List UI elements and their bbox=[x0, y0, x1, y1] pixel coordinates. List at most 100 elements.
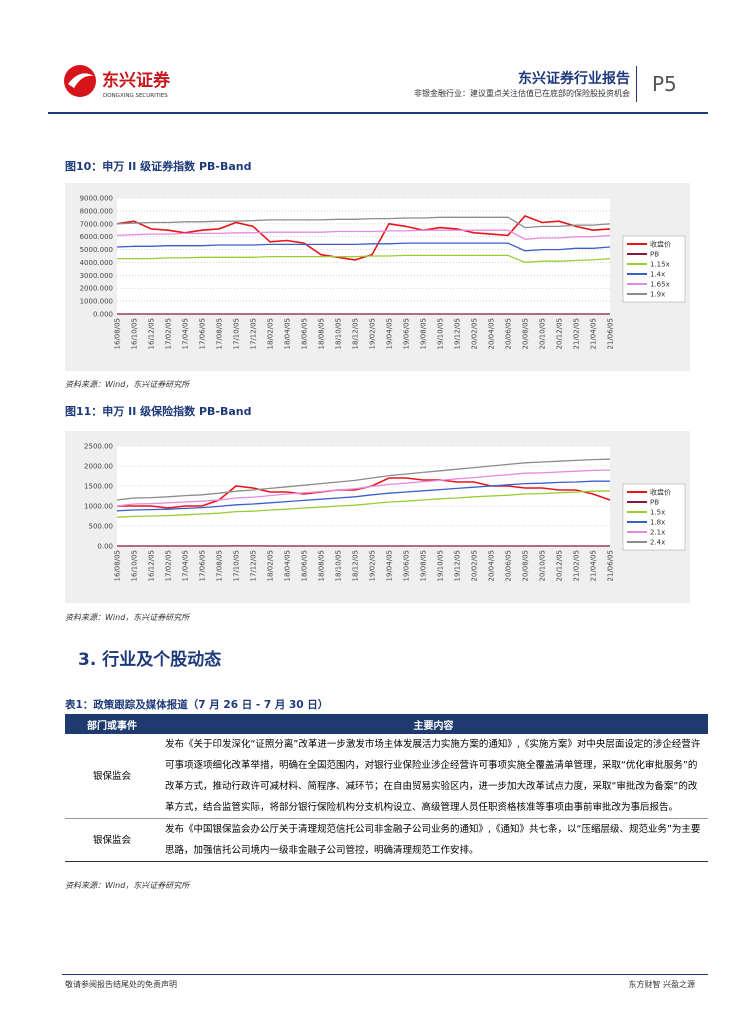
x-tick-label: 18/12/05 bbox=[352, 550, 360, 581]
page-number: P5 bbox=[652, 72, 677, 96]
x-tick-label: 16/08/05 bbox=[114, 550, 122, 581]
x-tick-label: 17/06/05 bbox=[199, 550, 207, 581]
x-tick-label: 20/04/05 bbox=[488, 550, 496, 581]
header-cell: 主要内容 bbox=[159, 714, 708, 734]
legend-label: 收盘价 bbox=[650, 240, 671, 249]
series-line bbox=[116, 469, 611, 507]
table: 部门或事件 主要内容 银保监会 发布《关于印发深化“证照分离”改革进一步激发市场… bbox=[65, 714, 708, 862]
x-tick-label: 17/10/05 bbox=[233, 318, 241, 349]
x-tick-label: 19/10/05 bbox=[437, 318, 445, 349]
table-title: 表1：政策跟踪及媒体报道（7 月 26 日 - 7 月 30 日） bbox=[65, 699, 329, 711]
x-tick-label: 19/12/05 bbox=[454, 550, 462, 581]
x-tick-label: 16/12/05 bbox=[148, 550, 156, 581]
section-heading: 3. 行业及个股动态 bbox=[78, 650, 222, 670]
series-line bbox=[116, 229, 611, 240]
x-tick-label: 20/10/05 bbox=[539, 318, 547, 349]
logo-swoosh bbox=[68, 73, 94, 88]
table-row: 银保监会 发布《关于印发深化“证照分离”改革进一步激发市场主体发展活力实施方案的… bbox=[65, 734, 708, 819]
divider bbox=[636, 66, 637, 102]
x-tick-label: 19/02/05 bbox=[369, 318, 377, 349]
y-tick-label: 7000.000 bbox=[80, 220, 113, 228]
header-rule bbox=[48, 112, 708, 114]
x-tick-label: 20/12/05 bbox=[556, 550, 564, 581]
y-tick-label: 8000.000 bbox=[80, 207, 113, 215]
legend-label: 1.5x bbox=[650, 509, 665, 517]
legend-label: 收盘价 bbox=[650, 488, 671, 497]
legend-label: PB bbox=[650, 251, 659, 259]
table-row: 银保监会 发布《中国银保监会办公厅关于清理规范信托公司非金融子公司业务的通知》,… bbox=[65, 818, 708, 862]
logo-en: DONGXING SECURITIES bbox=[103, 93, 168, 99]
report-subtitle: 非银金融行业：建议重点关注估值已在底部的保险股投资机会 bbox=[414, 89, 630, 98]
x-tick-label: 17/02/05 bbox=[165, 318, 173, 349]
legend-label: PB bbox=[650, 499, 659, 507]
y-tick-label: 2500.00 bbox=[84, 443, 113, 451]
y-tick-label: 2000.000 bbox=[80, 285, 113, 293]
x-tick-label: 19/08/05 bbox=[420, 318, 428, 349]
x-tick-label: 18/02/05 bbox=[267, 318, 275, 349]
x-tick-label: 18/12/05 bbox=[352, 318, 360, 349]
x-tick-label: 17/10/05 bbox=[233, 550, 241, 581]
x-tick-label: 18/06/05 bbox=[301, 550, 309, 581]
x-tick-label: 17/02/05 bbox=[165, 550, 173, 581]
cell: 银保监会 bbox=[65, 818, 159, 862]
x-tick-label: 17/04/05 bbox=[182, 550, 190, 581]
x-tick-label: 21/02/05 bbox=[573, 318, 581, 349]
chart: 0.000 1000.000 2000.000 3000.000 4000.000 500… bbox=[65, 183, 690, 371]
logo-cn: 东兴证券 bbox=[102, 70, 171, 91]
series-line bbox=[116, 216, 611, 229]
x-tick-label: 18/10/05 bbox=[335, 550, 343, 581]
x-tick-label: 17/08/05 bbox=[216, 318, 224, 349]
y-tick-label: 1500.00 bbox=[84, 483, 113, 491]
chart: 0.00 500.00 1000.00 1500.00 2000.00 2500.00 16… bbox=[65, 431, 690, 603]
x-tick-label: 16/10/05 bbox=[131, 550, 139, 581]
figure-title: 图11：申万 II 级保险指数 PB-Band bbox=[65, 405, 252, 418]
x-tick-label: 18/02/05 bbox=[267, 550, 275, 581]
x-tick-label: 19/12/05 bbox=[454, 318, 462, 349]
x-tick-label: 17/12/05 bbox=[250, 318, 258, 349]
footer-left: 敬请参阅报告结尾处的免责声明 bbox=[65, 980, 177, 989]
series-line bbox=[117, 254, 611, 264]
figure-title: 图10：申万 II 级证券指数 PB-Band bbox=[65, 160, 252, 173]
y-tick-label: 3000.000 bbox=[80, 272, 113, 280]
x-tick-label: 18/04/05 bbox=[284, 550, 292, 581]
x-tick-label: 18/04/05 bbox=[284, 318, 292, 349]
x-tick-label: 20/06/05 bbox=[505, 318, 513, 349]
x-tick-label: 19/04/05 bbox=[386, 318, 394, 349]
x-tick-label: 20/06/05 bbox=[505, 550, 513, 581]
y-tick-label: 500.00 bbox=[89, 523, 114, 531]
x-tick-label: 20/04/05 bbox=[488, 318, 496, 349]
logo-mark bbox=[64, 65, 96, 97]
x-tick-label: 16/10/05 bbox=[131, 318, 139, 349]
legend-box bbox=[622, 483, 686, 551]
x-tick-label: 16/12/05 bbox=[148, 318, 156, 349]
footer-right: 东方财智 兴盈之源 bbox=[628, 980, 695, 989]
cell: 发布《中国银保监会办公厅关于清理规范信托公司非金融子公司业务的通知》,《通知》共… bbox=[159, 818, 708, 862]
y-tick-label: 0.000 bbox=[93, 311, 113, 319]
x-tick-label: 21/02/05 bbox=[573, 550, 581, 581]
x-tick-label: 19/08/05 bbox=[420, 550, 428, 581]
legend-label: 2.4x bbox=[650, 539, 665, 547]
x-tick-label: 17/04/05 bbox=[182, 318, 190, 349]
source: 资料来源：Wind，东兴证券研究所 bbox=[65, 881, 190, 890]
x-tick-label: 18/08/05 bbox=[318, 550, 326, 581]
x-tick-label: 20/10/05 bbox=[539, 550, 547, 581]
x-tick-label: 17/06/05 bbox=[199, 318, 207, 349]
legend-label: 1.65x bbox=[650, 281, 670, 289]
x-tick-label: 19/02/05 bbox=[369, 550, 377, 581]
header-cell: 部门或事件 bbox=[65, 714, 159, 734]
x-tick-label: 20/08/05 bbox=[522, 550, 530, 581]
series-line bbox=[116, 490, 611, 518]
y-tick-label: 2000.00 bbox=[84, 463, 113, 471]
x-tick-label: 19/04/05 bbox=[386, 550, 394, 581]
legend-label: 1.4x bbox=[650, 271, 665, 279]
x-tick-label: 20/02/05 bbox=[471, 550, 479, 581]
x-tick-label: 17/08/05 bbox=[216, 550, 224, 581]
series-line bbox=[116, 215, 611, 261]
x-tick-label: 20/12/05 bbox=[556, 318, 564, 349]
x-tick-label: 18/08/05 bbox=[318, 318, 326, 349]
y-tick-label: 1000.00 bbox=[84, 503, 113, 511]
y-tick-label: 0.00 bbox=[97, 543, 113, 551]
x-tick-label: 20/02/05 bbox=[471, 318, 479, 349]
x-tick-label: 21/04/05 bbox=[590, 318, 598, 349]
y-tick-label: 6000.000 bbox=[80, 233, 113, 241]
